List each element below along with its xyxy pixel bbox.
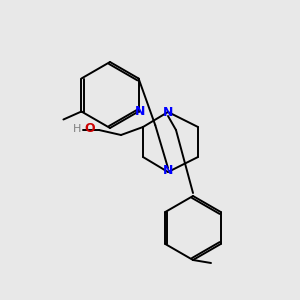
- Text: N: N: [134, 105, 145, 118]
- Text: N: N: [163, 164, 173, 178]
- Text: H: H: [73, 124, 81, 134]
- Text: N: N: [163, 106, 173, 119]
- Text: O: O: [84, 122, 94, 136]
